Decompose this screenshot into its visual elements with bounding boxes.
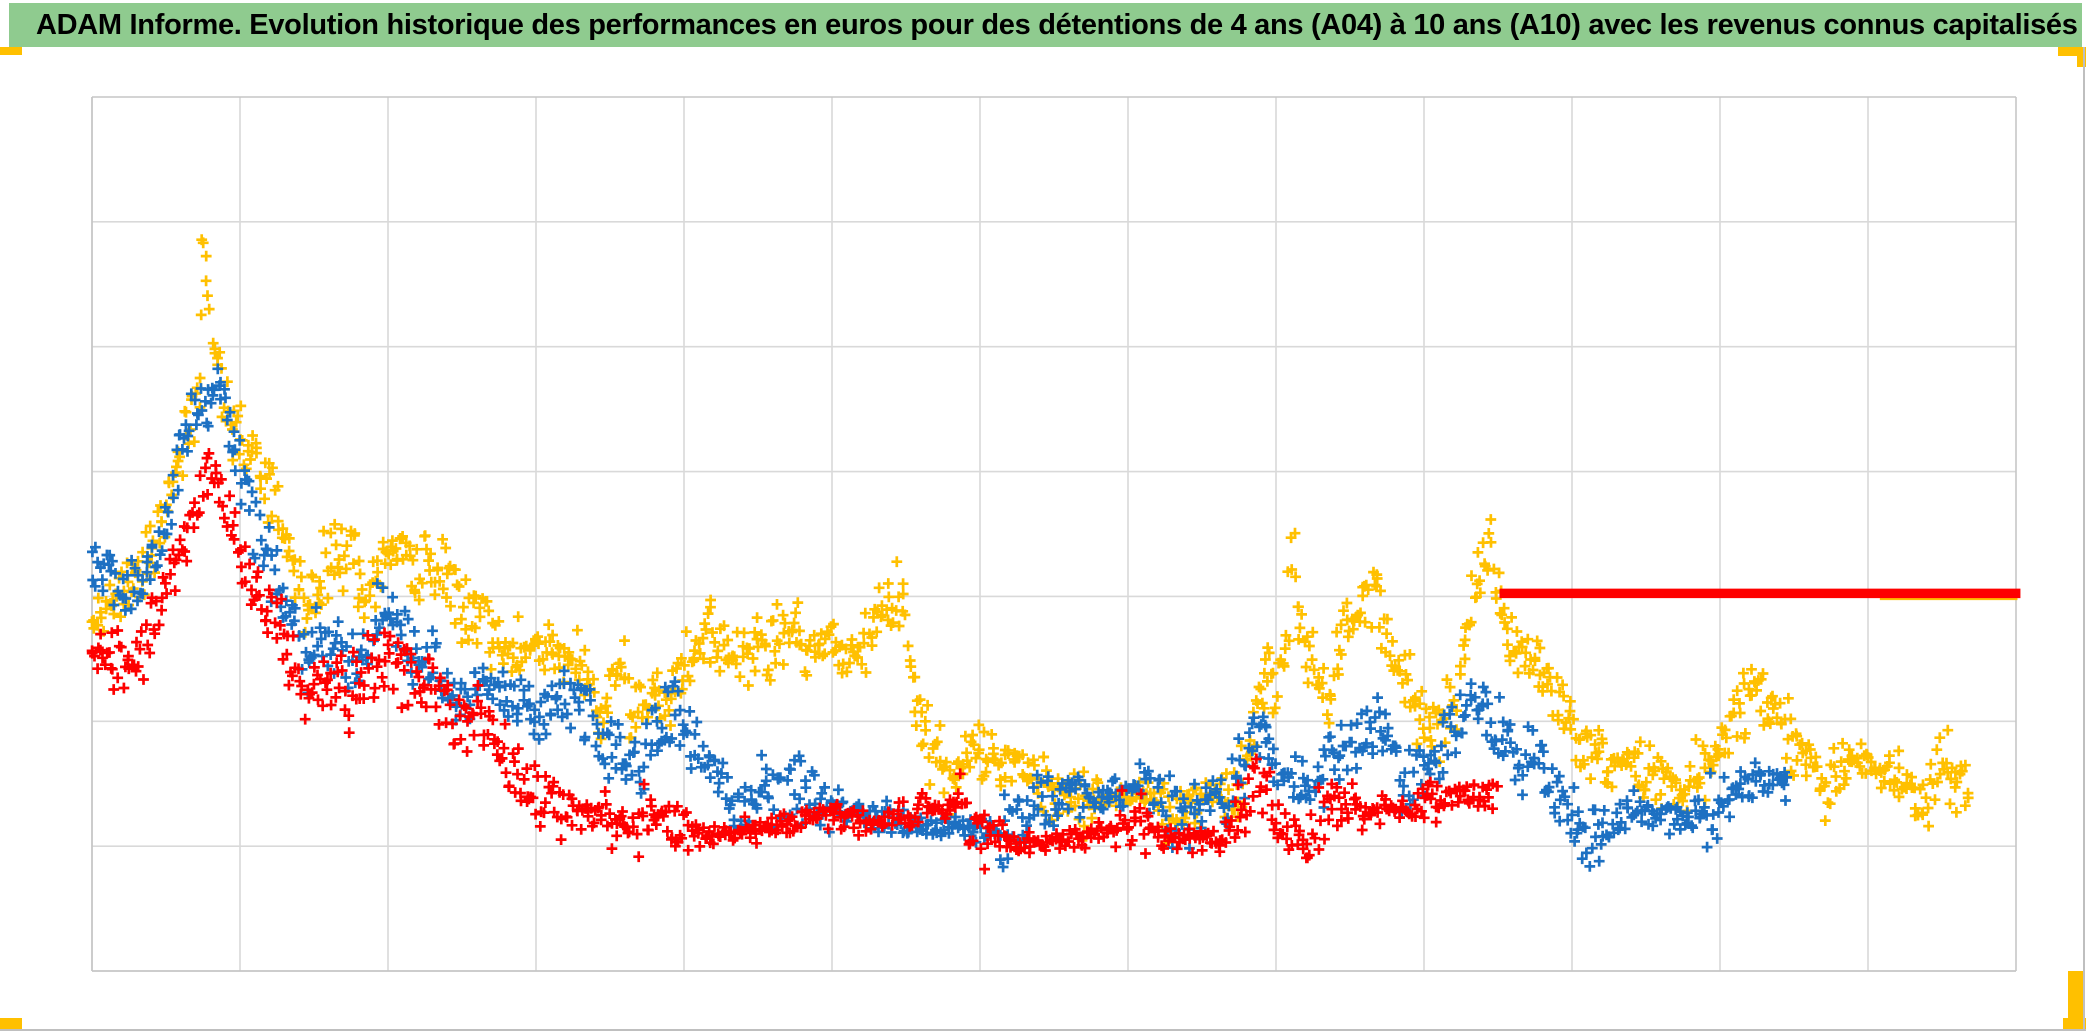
selection-corner-top-right-v: [2077, 47, 2086, 67]
selection-corner-top-right-h: [2058, 47, 2086, 56]
scatter-series-blue: [87, 363, 1793, 873]
scatter-series-yellow: [86, 234, 1974, 849]
window-edge-bottom: [0, 1029, 2086, 1031]
selection-corner-top-left: [0, 47, 22, 55]
selection-corner-bottom-right-v: [2068, 971, 2083, 1021]
selection-corner-bottom-right-h: [2063, 1018, 2086, 1031]
window-edge-right: [2083, 47, 2085, 1031]
scatter-series-red: [86, 448, 1503, 875]
selection-corner-bottom-left: [0, 1018, 22, 1030]
title-bar: ADAM Informe. Evolution historique des p…: [9, 3, 2082, 47]
chart-title: ADAM Informe. Evolution historique des p…: [36, 8, 2078, 41]
